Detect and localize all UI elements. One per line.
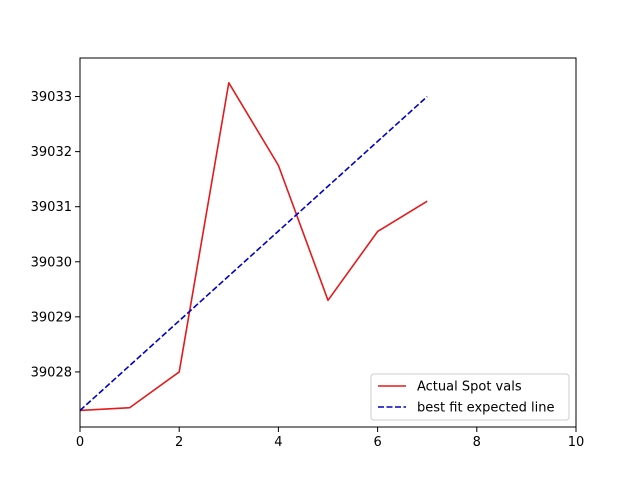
x-tick-label: 10 (568, 435, 585, 450)
y-tick-label: 39033 (31, 90, 72, 105)
x-tick-label: 4 (274, 435, 282, 450)
x-tick-label: 2 (175, 435, 183, 450)
legend-box (370, 373, 570, 421)
y-axis: 39028 39029 39030 39031 39032 39033 (31, 90, 80, 380)
actual-spot-line (79, 81, 428, 412)
best-fit-line (79, 95, 428, 412)
y-tick-label: 39030 (31, 255, 72, 270)
y-tick-label: 39031 (31, 200, 72, 215)
y-tick-label: 39032 (31, 145, 72, 160)
series-layer (79, 81, 428, 412)
legend: Actual Spot vals best fit expected line (370, 373, 570, 421)
y-tick-label: 39029 (31, 310, 72, 325)
legend-label: Actual Spot vals (417, 380, 522, 395)
x-axis: 0 2 4 6 8 10 (76, 427, 584, 450)
x-tick-label: 8 (473, 435, 481, 450)
y-tick-label: 39028 (31, 365, 72, 380)
legend-label: best fit expected line (417, 401, 554, 416)
x-tick-label: 6 (373, 435, 381, 450)
x-tick-label: 0 (76, 435, 84, 450)
axes-frame (79, 57, 577, 428)
